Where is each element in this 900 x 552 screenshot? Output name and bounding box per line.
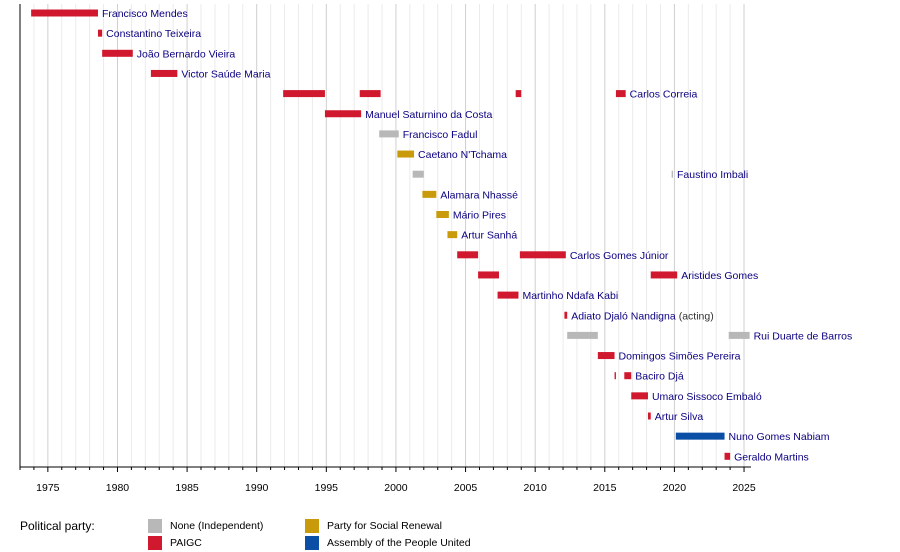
term-bar [728, 331, 750, 339]
tick-label: 1975 [36, 482, 60, 494]
leader-name: Umaro Sissoco Embaló [652, 391, 762, 403]
term-bar [422, 190, 437, 198]
term-bar [457, 251, 479, 259]
tick-label: 2020 [663, 482, 687, 494]
leader-name: Constantino Teixeira [106, 28, 201, 40]
term-bar [412, 170, 424, 178]
minor-grid [19, 4, 731, 467]
term-bar [624, 372, 632, 380]
leader-name: Victor Saúde Maria [181, 68, 270, 80]
leader-name: Faustino Imbali [677, 169, 748, 181]
term-bar [283, 90, 325, 98]
term-bar [379, 130, 399, 138]
x-axis: 1975 1980 1985 1990 1995 2000 2005 2010 2015 2020… [19, 4, 756, 494]
leader-name: Artur Sanhá [461, 230, 517, 242]
term-bar [497, 291, 519, 299]
legend-label: PAIGC [170, 537, 202, 549]
tick-label: 2010 [524, 482, 548, 494]
term-bar [597, 352, 615, 360]
term-bar [436, 211, 449, 218]
leader-name: Aristides Gomes [681, 270, 758, 282]
legend-item-apu: Assembly of the People United [305, 536, 471, 550]
legend-title: Political party: [20, 519, 95, 533]
tick-label: 2000 [384, 482, 408, 494]
term-bar [97, 29, 103, 37]
leader-name: João Bernardo Vieira [137, 48, 236, 60]
term-bar [631, 392, 648, 400]
term-bar [724, 452, 731, 460]
term-bar [564, 311, 568, 319]
term-bar [397, 150, 415, 158]
name-labels: Francisco Mendes Constantino Teixeira João… [102, 8, 852, 463]
tick-label: 2025 [732, 482, 756, 494]
legend-item-paigc: PAIGC [148, 536, 202, 550]
leader-name: Geraldo Martins [734, 451, 809, 463]
bars [31, 9, 750, 460]
legend-label: Party for Social Renewal [327, 520, 442, 532]
term-bar [647, 412, 651, 420]
leader-note: (acting) [679, 310, 714, 322]
term-bar [567, 331, 598, 339]
leader-name: Francisco Fadul [403, 129, 478, 141]
term-bar [615, 90, 626, 98]
leader-name: Francisco Mendes [102, 8, 188, 20]
leader-name: Mário Pires [453, 210, 506, 222]
term-bar [447, 231, 458, 239]
leader-name: Martinho Ndafa Kabi [522, 290, 618, 302]
tick-label: 2015 [593, 482, 617, 494]
term-bar [671, 170, 674, 178]
legend-label: Assembly of the People United [327, 537, 471, 549]
legend-swatch-prs [305, 519, 319, 533]
leader-name: Artur Silva [655, 411, 704, 423]
timeline-chart: Francisco Mendes Constantino Teixeira João… [19, 4, 852, 494]
term-bar [614, 372, 616, 380]
term-bar [650, 271, 678, 279]
leader-name: Carlos Correia [630, 89, 698, 101]
term-bar [150, 69, 178, 77]
leader-name: Rui Duarte de Barros [754, 330, 853, 342]
term-bar [675, 432, 725, 440]
legend-swatch-paigc [148, 536, 162, 550]
legend-swatch-apu [305, 536, 319, 550]
tick-label: 1990 [245, 482, 269, 494]
leader-name: Adiato Djaló Nandigna [571, 310, 676, 322]
legend-item-independent: None (Independent) [148, 519, 263, 533]
tick-label: 1995 [315, 482, 339, 494]
leader-name: Nuno Gomes Nabiam [729, 431, 830, 443]
tick-label: 1985 [175, 482, 199, 494]
term-bar [359, 90, 381, 98]
leader-name: Baciro Djá [635, 371, 684, 383]
term-bar [519, 251, 566, 259]
major-grid [47, 4, 745, 467]
legend-item-prs: Party for Social Renewal [305, 519, 442, 533]
legend-swatch-independent [148, 519, 162, 533]
leader-name: Domingos Simões Pereira [619, 351, 741, 363]
leader-name: Caetano N'Tchama [418, 149, 507, 161]
leader-name: Alamara Nhassé [440, 189, 518, 201]
leader-name: Manuel Saturnino da Costa [365, 109, 492, 121]
tick-label: 2005 [454, 482, 478, 494]
term-bar [515, 90, 522, 98]
tick-label: 1980 [106, 482, 130, 494]
term-bar [31, 9, 98, 17]
legend-label: None (Independent) [170, 520, 264, 532]
leader-name: Carlos Gomes Júnior [570, 250, 669, 262]
term-bar [478, 271, 499, 279]
term-bar [324, 110, 362, 118]
term-bar [102, 49, 133, 57]
